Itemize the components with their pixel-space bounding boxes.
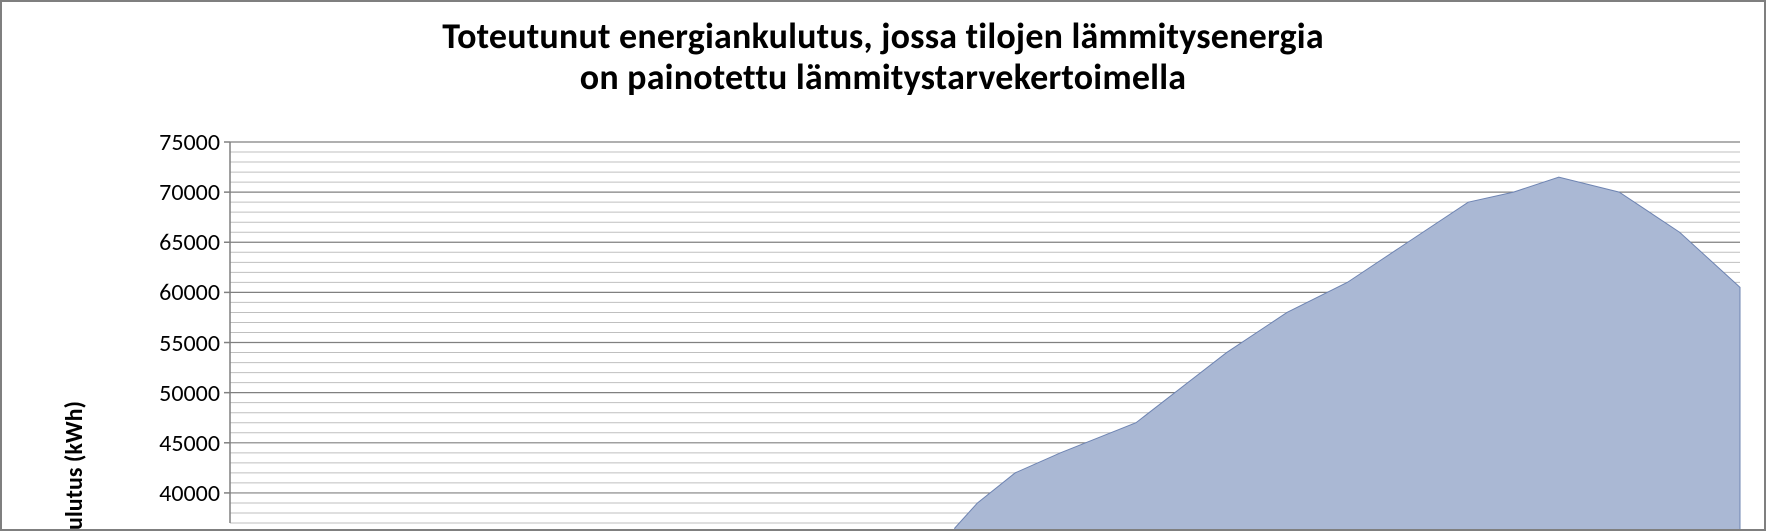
chart-title-line1: Toteutunut energiankulutus, jossa tiloje… (442, 14, 1324, 58)
plot-area (230, 142, 1740, 523)
y-tick-label: 75000 (2, 128, 220, 157)
y-tick-label: 40000 (2, 479, 220, 508)
chart-svg (230, 142, 1740, 523)
y-tick-label: 65000 (2, 228, 220, 257)
chart-frame: Toteutunut energiankulutus, jossa tiloje… (0, 0, 1766, 531)
y-tick-label: 55000 (2, 329, 220, 358)
y-tick-label: 60000 (2, 278, 220, 307)
y-tick-label: 70000 (2, 178, 220, 207)
chart-title-line2: on painotettu lämmitystarvekertoimella (580, 55, 1186, 99)
y-tick-label: 45000 (2, 429, 220, 458)
chart-title: Toteutunut energiankulutus, jossa tiloje… (2, 16, 1764, 99)
y-tick-label: 50000 (2, 379, 220, 408)
y-axis-ticks: 7500070000650006000055000500004500040000 (2, 142, 220, 523)
